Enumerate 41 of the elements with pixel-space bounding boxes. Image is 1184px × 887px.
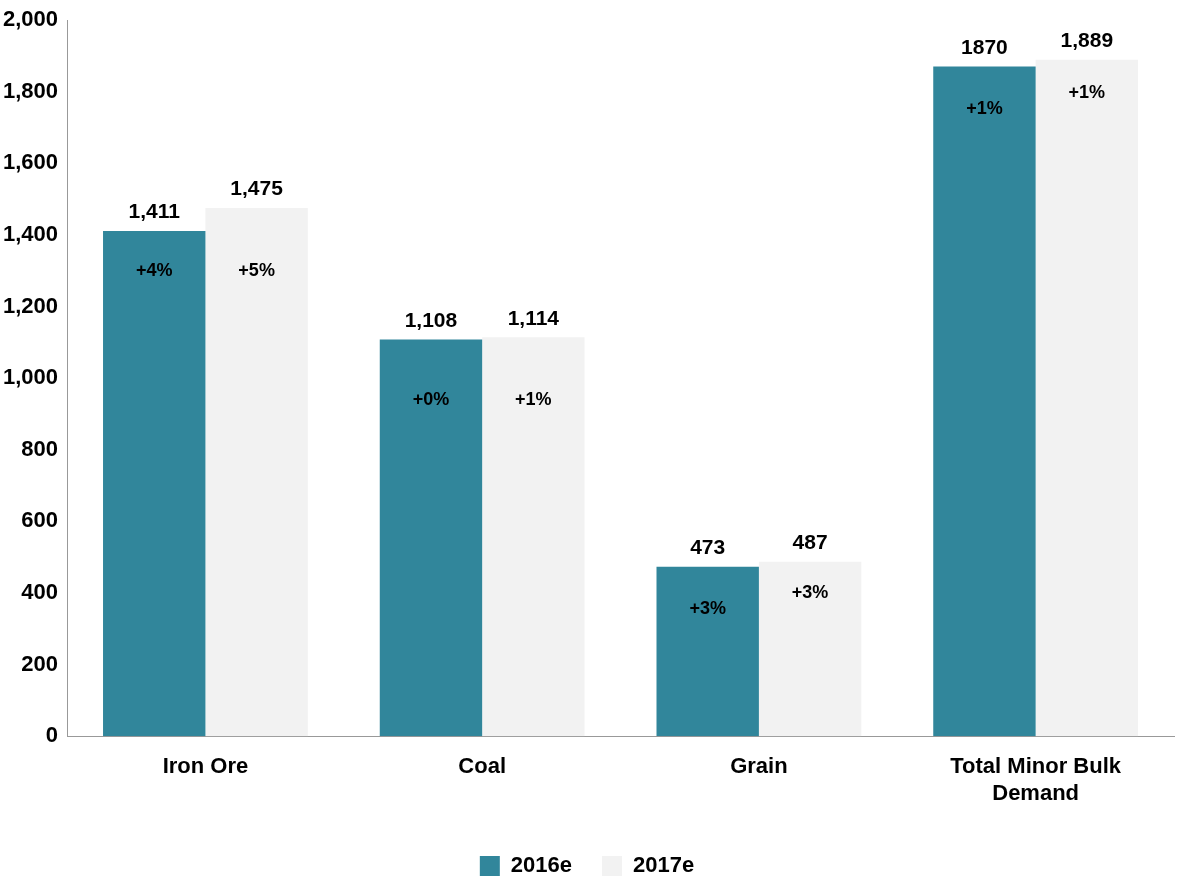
y-tick-label: 1,800 xyxy=(2,77,59,103)
y-tick-label: 1,400 xyxy=(2,220,59,246)
x-tick-label: Coal xyxy=(458,753,506,779)
x-tick-label: Iron Ore xyxy=(162,753,249,779)
y-tick-label: 2,000 xyxy=(2,6,59,32)
data-label: 1,411 xyxy=(128,199,181,223)
annotation: +3% xyxy=(689,598,726,619)
x-tick-label: Total Minor Bulk Demand xyxy=(950,753,1122,805)
data-label: 1,475 xyxy=(230,176,284,200)
y-tick-label: 1,600 xyxy=(2,149,59,175)
annotation: +0% xyxy=(412,388,450,409)
y-tick-label: 1,000 xyxy=(2,364,59,390)
bar xyxy=(933,66,1036,737)
annotation: +3% xyxy=(791,581,829,602)
bar xyxy=(205,208,308,737)
annotation: +1% xyxy=(1068,82,1106,103)
data-label: 473 xyxy=(690,535,726,559)
data-label: 1,114 xyxy=(507,305,560,329)
annotation: +1% xyxy=(966,98,1003,119)
y-tick-label: 200 xyxy=(21,650,59,676)
data-label: 1,889 xyxy=(1060,28,1114,52)
y-tick-label: 400 xyxy=(21,579,59,605)
bar xyxy=(1035,59,1139,737)
data-label: 487 xyxy=(792,530,828,554)
data-label: 1,108 xyxy=(404,307,458,331)
bar xyxy=(103,230,206,737)
annotation: +1% xyxy=(515,388,552,409)
data-label: 1870 xyxy=(961,34,1008,58)
y-tick-label: 600 xyxy=(21,507,59,533)
y-tick-label: 0 xyxy=(45,722,59,748)
bar xyxy=(482,337,585,737)
bar xyxy=(758,561,862,737)
annotation: +5% xyxy=(238,259,275,280)
legend-label: 2016e xyxy=(510,852,573,878)
annotation: +4% xyxy=(135,259,173,280)
bar xyxy=(379,339,483,737)
y-tick-label: 1,200 xyxy=(2,292,59,318)
legend-label: 2017e xyxy=(633,852,695,878)
x-tick-label: Grain xyxy=(730,753,788,779)
bar xyxy=(656,566,759,737)
y-tick-label: 800 xyxy=(21,435,59,461)
